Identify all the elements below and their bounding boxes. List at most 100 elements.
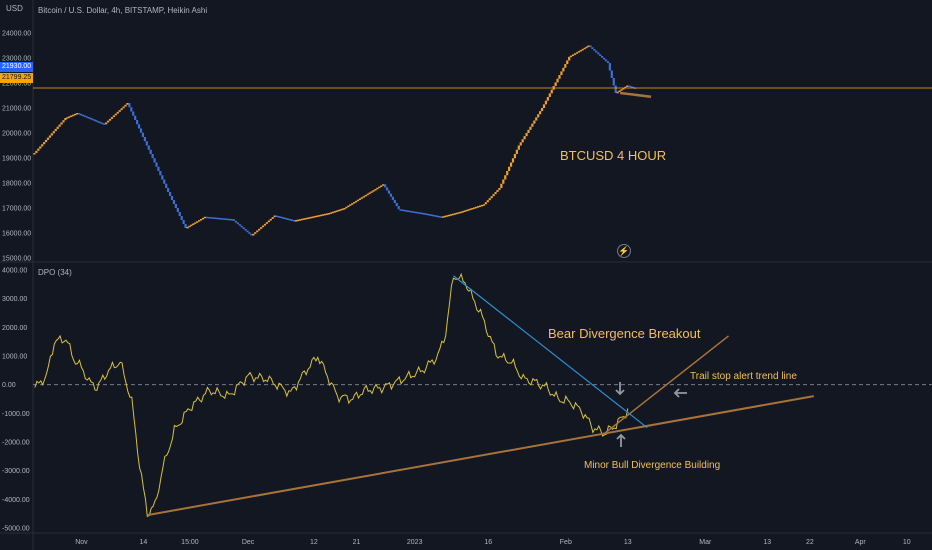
candle (513, 154, 517, 159)
candle (103, 123, 106, 125)
candle (97, 121, 100, 123)
candle (550, 89, 553, 94)
candle (145, 141, 148, 146)
candle (44, 139, 48, 143)
candle (471, 208, 474, 210)
candle (597, 52, 600, 55)
candle (415, 211, 418, 214)
candle (234, 220, 238, 223)
candle (275, 215, 278, 217)
indicator-label[interactable]: DPO (34) (38, 268, 72, 277)
candle (101, 122, 104, 125)
candle (401, 209, 404, 212)
dpo-axis-tick: 4000.00 (2, 268, 27, 275)
arrow-left-icon (673, 388, 687, 398)
candle (201, 217, 205, 220)
candle (170, 196, 174, 200)
candle (62, 120, 65, 123)
candle (459, 211, 462, 214)
candle (509, 162, 513, 167)
candle (579, 50, 582, 52)
candle (362, 196, 365, 198)
candle (285, 218, 288, 220)
candle (368, 192, 371, 195)
candle (112, 115, 115, 118)
candle (128, 103, 131, 108)
candle (525, 133, 528, 137)
symbol-info[interactable]: Bitcoin / U.S. Dollar, 4h, BITSTAMP, Hei… (38, 6, 208, 15)
candle (215, 217, 218, 220)
candle (391, 196, 394, 200)
candle (405, 210, 408, 212)
candle (221, 218, 224, 220)
candle (310, 216, 313, 219)
candle (167, 188, 170, 192)
candle (227, 218, 230, 221)
candle (436, 215, 439, 218)
candle (329, 212, 332, 214)
candle (506, 171, 509, 176)
candle (287, 218, 290, 220)
time-axis-tick: Mar (699, 539, 712, 546)
candle (37, 148, 40, 151)
candle (159, 171, 162, 176)
candle (529, 126, 532, 130)
candle (628, 85, 631, 87)
candle (449, 214, 453, 216)
candle (482, 204, 486, 206)
candle (504, 175, 507, 180)
candle (254, 232, 257, 234)
candle (302, 218, 305, 220)
candle (139, 128, 143, 133)
candle (374, 189, 377, 191)
candle (289, 219, 292, 221)
lightning-icon[interactable]: ⚡ (617, 244, 631, 258)
arrow-down-icon (615, 382, 625, 396)
candle (382, 184, 385, 186)
candle (232, 219, 236, 221)
candle (130, 107, 133, 112)
time-axis-tick: 2023 (407, 539, 423, 546)
candle (366, 193, 369, 196)
candle (161, 175, 164, 180)
candle (409, 210, 412, 213)
candle (502, 179, 505, 184)
candle (343, 208, 346, 210)
candle (356, 199, 360, 202)
candle (496, 190, 499, 193)
candle (75, 113, 79, 115)
candle (85, 116, 88, 118)
candle (612, 78, 615, 86)
candle (136, 120, 139, 125)
candle (544, 100, 548, 105)
candle (188, 225, 191, 228)
candle (451, 213, 455, 216)
candle (196, 221, 199, 223)
candle (106, 120, 110, 123)
candle (395, 203, 398, 207)
candle (335, 210, 338, 212)
candle (134, 115, 137, 120)
candle (626, 85, 629, 87)
candle (440, 216, 443, 218)
candle (322, 214, 325, 216)
price-axis-tick: 20000.00 (2, 131, 31, 138)
candle (70, 115, 73, 117)
candle (426, 213, 429, 216)
candle (548, 93, 551, 98)
candle (89, 117, 92, 120)
candle (48, 135, 52, 138)
candle (632, 86, 635, 89)
time-axis-tick: Feb (560, 539, 572, 546)
time-axis-tick: 12 (310, 539, 318, 546)
candle (199, 219, 203, 221)
price-axis-tick: 21000.00 (2, 106, 31, 113)
candle (323, 213, 327, 216)
price-axis-tick: 17000.00 (2, 206, 31, 213)
bear-divergence-line (453, 275, 648, 429)
candle (533, 120, 536, 124)
candle (616, 91, 619, 94)
candle (554, 82, 557, 87)
candle (403, 209, 406, 212)
